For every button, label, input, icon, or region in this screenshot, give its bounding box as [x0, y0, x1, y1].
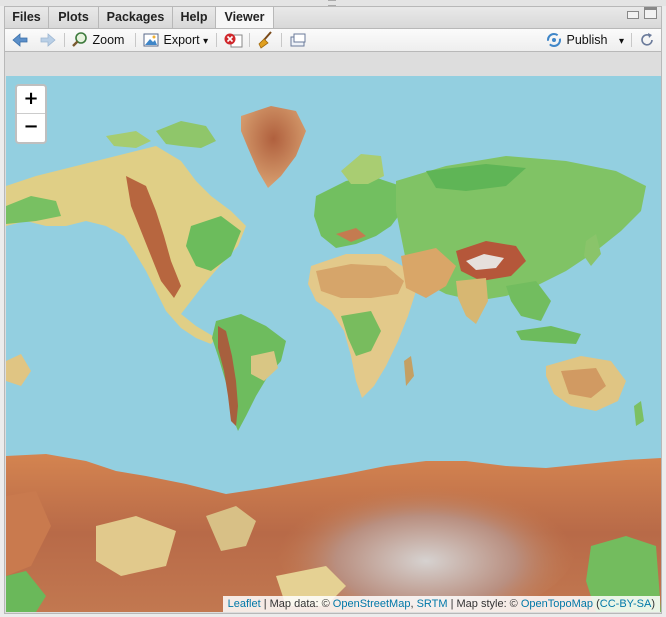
zoom-out-button[interactable]: −	[23, 116, 39, 137]
alps	[336, 228, 366, 242]
scandinavia	[341, 154, 384, 184]
toolbar-separator	[64, 33, 65, 47]
himalaya-snow	[466, 254, 504, 270]
africa-green	[341, 311, 381, 356]
minimize-pane-icon[interactable]	[627, 11, 639, 19]
opentopomap-link[interactable]: OpenTopoMap	[520, 598, 594, 610]
grip-mark	[328, 0, 336, 6]
toolbar-separator	[281, 33, 282, 47]
publish-menu[interactable]: Publish ▾	[545, 29, 627, 51]
export-caret: ▾	[203, 36, 209, 47]
maximize-pane-icon[interactable]	[644, 7, 657, 19]
forward-button[interactable]	[39, 29, 57, 51]
refresh-icon	[641, 33, 653, 46]
tab-files[interactable]: Files	[5, 7, 49, 28]
europe	[314, 176, 406, 248]
topo-world-map	[6, 106, 661, 612]
toolbar-separator	[216, 33, 217, 47]
tab-help[interactable]: Help	[173, 7, 216, 28]
attribution-comma: ,	[410, 598, 417, 610]
leaflet-map[interactable]: + − Leaflet | Map data: © OpenStreetMap,…	[6, 76, 661, 612]
south-america	[212, 314, 286, 431]
stop-button[interactable]	[222, 29, 244, 51]
pane-resize-grip[interactable]	[0, 0, 666, 6]
export-label: Export	[163, 33, 200, 47]
pane-tab-bar: Files Plots Packages Help Viewer	[4, 6, 662, 29]
viewer-toolbar: Zoom Export ▾ Publish ▾	[4, 28, 662, 52]
andes	[218, 326, 238, 426]
broom-icon	[258, 31, 272, 49]
indonesia	[516, 326, 581, 344]
north-america-relief	[126, 176, 181, 298]
magnifier-icon	[72, 32, 87, 47]
zoom-in-button[interactable]: +	[17, 86, 45, 114]
north-america-lowland	[186, 216, 241, 271]
publish-caret: ▾	[618, 36, 624, 47]
australia-west-edge	[6, 354, 31, 386]
middle-east	[401, 248, 456, 298]
australia-outback	[561, 368, 606, 398]
zoom-label: Zoom	[92, 33, 125, 47]
toolbar-separator	[135, 33, 136, 47]
antarctic-shelf	[96, 516, 176, 576]
stop-icon	[224, 33, 243, 48]
publish-label: Publish	[566, 33, 608, 47]
canada-arctic	[156, 121, 216, 148]
map-attribution: Leaflet | Map data: © OpenStreetMap, SRT…	[222, 596, 660, 612]
antarctic-coast-green	[6, 571, 46, 612]
tab-plots[interactable]: Plots	[49, 7, 99, 28]
arrow-left-icon	[12, 33, 28, 47]
antarctic-green-right	[586, 536, 661, 612]
srtm-link[interactable]: SRTM	[416, 598, 448, 610]
india	[456, 278, 488, 324]
license-link[interactable]: CC-BY-SA	[599, 598, 652, 610]
attribution-text: | Map style: ©	[447, 598, 521, 610]
attribution-paren: )	[651, 598, 655, 610]
greenland	[241, 106, 306, 188]
popout-button[interactable]	[288, 29, 308, 51]
export-image-icon	[143, 33, 159, 47]
asia	[396, 156, 646, 301]
antarctic-ice-dome	[276, 471, 576, 612]
viewer-pane: + − Leaflet | Map data: © OpenStreetMap,…	[4, 52, 662, 614]
siberia-plain	[426, 164, 526, 191]
japan	[584, 234, 601, 266]
southeast-asia	[506, 281, 551, 321]
attribution-paren: (	[593, 598, 600, 610]
arrow-right-icon	[40, 33, 56, 47]
brazil-highlands	[251, 351, 278, 381]
tab-packages[interactable]: Packages	[99, 7, 173, 28]
popout-icon	[290, 33, 306, 47]
clear-viewer-button[interactable]	[255, 29, 275, 51]
new-zealand	[634, 401, 644, 426]
refresh-button[interactable]	[638, 29, 656, 51]
zoom-control: + −	[15, 84, 47, 144]
zoom-button[interactable]: Zoom	[71, 29, 133, 51]
antarctic-peninsula	[206, 506, 256, 551]
alaska-lowland	[6, 196, 61, 224]
attribution-text: | Map data: ©	[260, 598, 333, 610]
canada-arctic-2	[106, 131, 151, 148]
export-menu[interactable]: Export ▾	[142, 29, 212, 51]
toolbar-separator	[249, 33, 250, 47]
antarctic-coast-left	[6, 491, 51, 576]
north-america	[6, 146, 246, 344]
publish-icon	[547, 33, 561, 47]
tab-viewer[interactable]: Viewer	[216, 7, 274, 29]
back-button[interactable]	[11, 29, 29, 51]
leaflet-link[interactable]: Leaflet	[227, 598, 261, 610]
toolbar-separator	[631, 33, 632, 47]
sahara	[316, 264, 404, 298]
openstreetmap-link[interactable]: OpenStreetMap	[332, 598, 411, 610]
madagascar	[404, 356, 414, 386]
